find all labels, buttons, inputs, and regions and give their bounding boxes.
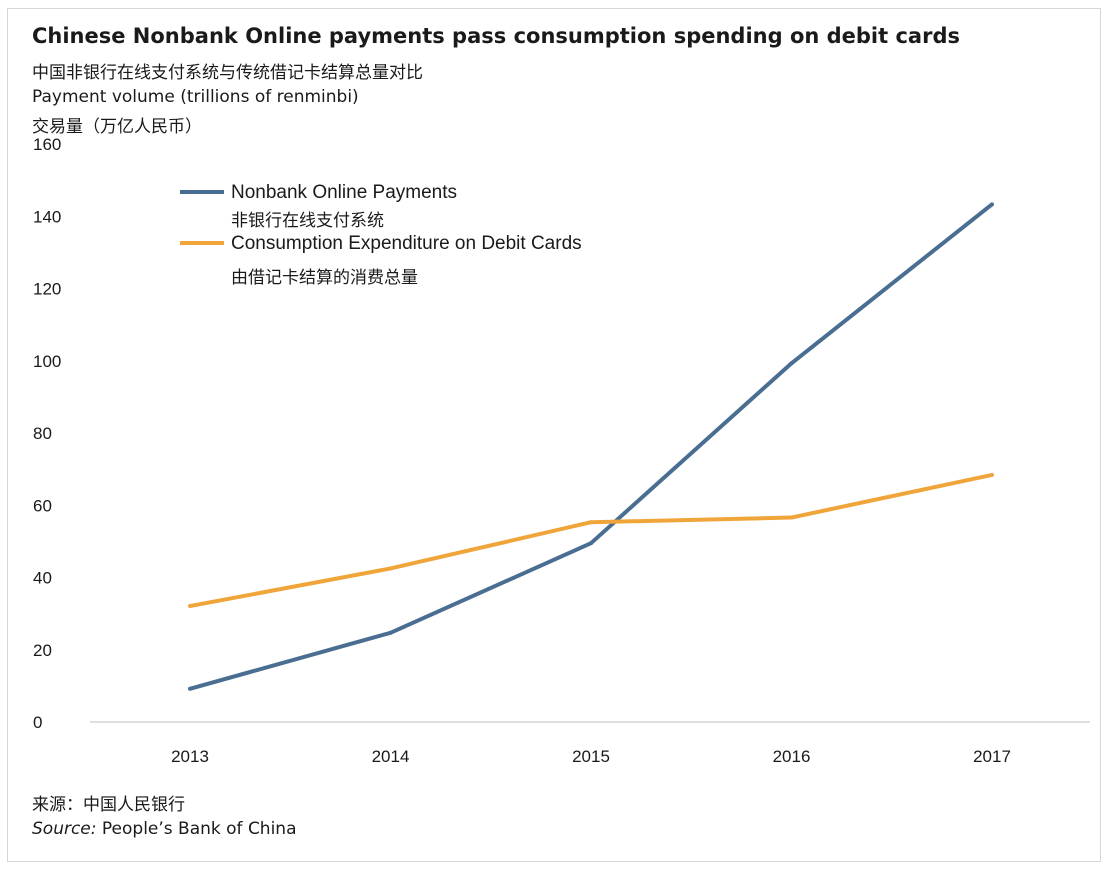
y-tick-label: 120 — [33, 280, 61, 299]
data-point-debit-2016 — [789, 515, 794, 520]
y-tick-label: 20 — [33, 641, 52, 660]
x-tick-label: 2015 — [572, 747, 610, 766]
data-point-nonbank-2014 — [388, 630, 393, 635]
source-note: Source: People’s Bank of China — [32, 819, 297, 839]
y-tick-label: 100 — [33, 352, 61, 371]
chart-frame — [7, 8, 1101, 862]
chart-title: Chinese Nonbank Online payments pass con… — [32, 24, 960, 48]
data-point-debit-2017 — [990, 472, 994, 477]
y-tick-label: 0 — [33, 713, 42, 732]
x-tick-label: 2013 — [171, 747, 209, 766]
data-point-debit-2014 — [388, 566, 393, 571]
data-point-nonbank-2017 — [990, 202, 994, 207]
data-point-nonbank-2013 — [188, 686, 192, 691]
y-tick-label: 40 — [33, 569, 52, 588]
x-tick-label: 2016 — [773, 747, 811, 766]
x-tick-label: 2017 — [973, 747, 1011, 766]
data-point-debit-2015 — [589, 520, 593, 525]
x-tick-label: 2014 — [372, 747, 410, 766]
source-note-chinese: 来源：中国人民银行 — [32, 795, 185, 815]
y-tick-label: 140 — [33, 207, 61, 226]
data-point-debit-2013 — [188, 604, 192, 609]
legend-label: Consumption Expenditure on Debit Cards — [231, 233, 582, 254]
y-axis-label: Payment volume (trillions of renminbi) — [32, 87, 359, 107]
chart-subtitle-chinese: 中国非银行在线支付系统与传统借记卡结算总量对比 — [32, 63, 423, 83]
y-tick-label: 160 — [33, 135, 61, 154]
data-point-nonbank-2016 — [789, 361, 794, 366]
y-tick-label: 60 — [33, 496, 52, 515]
y-axis-label-chinese: 交易量（万亿人民币） — [32, 117, 202, 137]
legend-label: Nonbank Online Payments — [231, 182, 457, 203]
y-tick-label: 80 — [33, 424, 52, 443]
legend-label-chinese: 由借记卡结算的消费总量 — [231, 268, 418, 287]
series-line-debit-card-consumption — [189, 472, 993, 609]
legend-label-chinese: 非银行在线支付系统 — [231, 211, 384, 230]
source-prefix: Source: — [32, 819, 97, 839]
data-point-nonbank-2015 — [589, 541, 593, 546]
source-text: People’s Bank of China — [96, 819, 297, 839]
